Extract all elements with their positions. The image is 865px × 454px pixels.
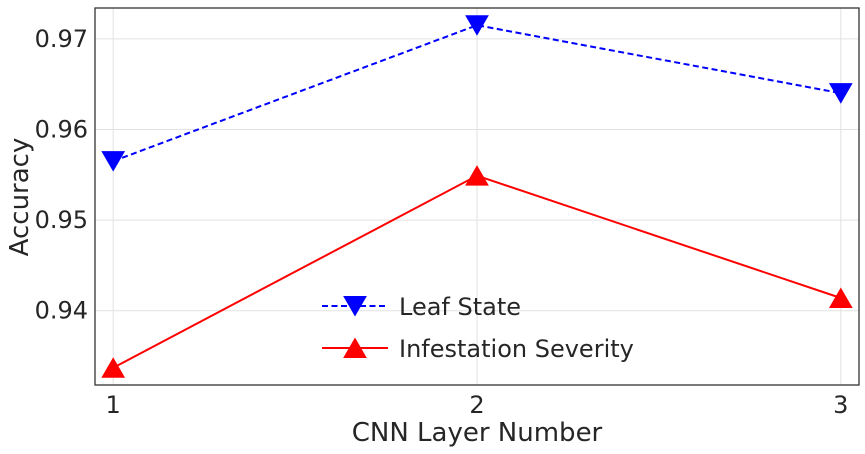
- x-axis-label: CNN Layer Number: [352, 418, 603, 448]
- data-point-leaf-state: [465, 15, 489, 36]
- x-tick-label: 2: [469, 391, 484, 419]
- y-tick-label: 0.94: [35, 297, 88, 325]
- legend-marker-infestation-severity: [343, 337, 367, 359]
- data-point-infestation-severity: [101, 357, 126, 378]
- y-tick-label: 0.97: [35, 25, 88, 53]
- data-point-infestation-severity: [828, 287, 853, 309]
- data-point-leaf-state: [828, 83, 853, 104]
- legend-label-infestation-severity: Infestation Severity: [399, 335, 634, 363]
- y-axis-label: Accuracy: [5, 138, 35, 257]
- x-tick-label: 3: [833, 391, 848, 419]
- axis-ticks: 1 2 3 0.94 0.95 0.96 0.97: [35, 25, 849, 419]
- legend-label-leaf-state: Leaf State: [399, 293, 521, 321]
- data-point-leaf-state: [101, 151, 126, 172]
- y-tick-label: 0.95: [35, 206, 88, 234]
- x-tick-label: 1: [106, 391, 121, 419]
- y-tick-label: 0.96: [35, 115, 88, 143]
- grid: [95, 8, 859, 385]
- legend: Leaf State Infestation Severity: [322, 293, 634, 363]
- series-layer: [101, 15, 853, 378]
- data-point-infestation-severity: [465, 165, 489, 186]
- legend-marker-leaf-state: [343, 295, 367, 317]
- series-line-leaf-state: [112, 24, 841, 163]
- plot-frame: [94, 7, 860, 386]
